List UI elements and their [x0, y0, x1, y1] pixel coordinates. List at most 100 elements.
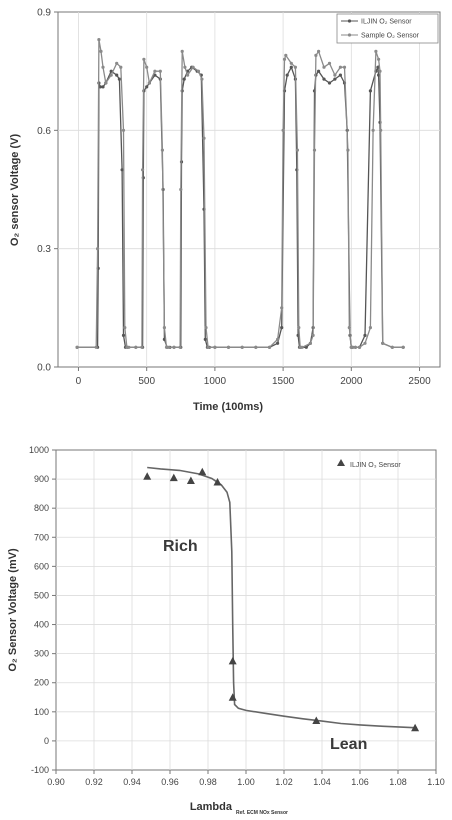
series-point-sample: [327, 61, 332, 65]
plot2-x-axis-label-sub: Ref. ECM NOx Sensor: [236, 810, 288, 816]
series-point-sample: [353, 345, 357, 349]
series-point-sample: [145, 65, 149, 69]
series-point-iljin: [289, 65, 293, 69]
series-point-sample: [213, 345, 217, 349]
series-point-sample: [97, 38, 101, 42]
series-point-iljin: [276, 341, 280, 345]
rich-annotation: Rich: [163, 538, 198, 555]
series-point-sample: [109, 73, 113, 77]
data-point-triangle: [228, 656, 237, 665]
series-point-iljin: [101, 85, 105, 89]
series-point-sample: [374, 49, 378, 54]
series-point-sample: [142, 57, 146, 61]
series-point-iljin: [368, 89, 372, 93]
series-point-sample: [101, 65, 105, 69]
series-point-sample: [134, 345, 138, 349]
plot1-grid: [58, 12, 440, 367]
series-point-sample: [96, 247, 100, 251]
series-point-sample: [166, 345, 171, 349]
plot2-x-tick-label: 1.10: [427, 777, 445, 787]
series-point-iljin: [322, 77, 326, 81]
data-point-triangle: [411, 723, 420, 732]
series-point-sample: [289, 61, 293, 65]
plot1-x-axis-label: Time (100ms): [193, 401, 263, 413]
series-point-sample: [202, 136, 206, 140]
plot2-x-tick-label: 0.92: [85, 777, 103, 787]
series-point-sample: [371, 128, 375, 132]
series-point-iljin: [376, 65, 380, 69]
legend-label-iljin: ILJIN O₂ Sensor: [361, 19, 412, 26]
plot1-x-tick-label: 1500: [272, 376, 295, 387]
legend-marker-iljin: [347, 19, 352, 23]
series-point-sample: [267, 345, 272, 349]
series-point-iljin: [333, 77, 337, 81]
plot2-x-tick-label: 1.00: [237, 777, 255, 787]
plot2-y-tick-label: 0: [44, 736, 49, 746]
series-point-sample: [401, 345, 405, 349]
plot2-x-ticks: 0.90 0.92 0.94 0.96 0.98 1.00 1.02 1.04 1.06 1.08…: [47, 770, 445, 787]
plot1-y-tick-label: 0.6: [37, 126, 51, 137]
series-point-sample: [119, 65, 123, 69]
data-point-triangle: [213, 478, 222, 486]
plot2-x-tick-label: 0.90: [47, 777, 65, 787]
lean-annotation: Lean: [330, 736, 367, 753]
series-point-iljin: [120, 168, 124, 172]
series-point-sample: [162, 326, 166, 330]
series-point-sample: [281, 128, 285, 132]
series-point-sample: [297, 326, 301, 330]
series-point-sample: [99, 49, 103, 54]
series-point-sample: [295, 148, 299, 152]
series-point-sample: [314, 53, 318, 58]
series-point-sample: [226, 345, 231, 349]
series-point-sample: [240, 345, 244, 349]
series-point-iljin: [203, 337, 207, 341]
series-point-sample: [377, 57, 381, 61]
data-point-triangle: [312, 716, 321, 724]
plot2-y-tick-label: -100: [31, 765, 49, 775]
fit-curve: [147, 466, 418, 729]
plot2-x-axis-label: Lambda Ref. ECM NOx Sensor: [190, 801, 288, 816]
series-point-sample: [104, 81, 108, 85]
series-point-sample: [172, 345, 176, 349]
series-point-sample: [186, 73, 190, 77]
series-point-sample: [333, 73, 337, 77]
legend-label-sample: Sample O₂ Sensor: [361, 33, 420, 40]
legend-label-iljin-2: ILJIN O₃ Sensor: [350, 462, 401, 469]
plot1-legend-box: [336, 13, 439, 44]
plot2-y-tick-label: 800: [34, 503, 49, 513]
series-point-sample: [75, 345, 79, 349]
plot2-x-tick-label: 1.08: [389, 777, 407, 787]
series-point-sample: [160, 148, 164, 152]
plot2-grid: [56, 450, 436, 770]
plot2-x-tick-label: 0.94: [123, 777, 141, 787]
plot2-y-tick-label: 1000: [29, 445, 49, 455]
series-point-sample: [123, 326, 127, 330]
series-point-sample: [141, 168, 145, 172]
series-point-iljin: [115, 73, 119, 77]
series-point-sample: [282, 57, 287, 61]
series-point-sample: [147, 81, 151, 85]
series-point-sample: [191, 65, 195, 69]
data-point-triangle: [228, 693, 237, 701]
series-point-sample: [351, 345, 355, 349]
plot2-x-tick-label: 1.04: [313, 777, 331, 787]
series-point-sample: [115, 61, 119, 65]
series-point-sample: [204, 326, 208, 330]
series-point-iljin: [145, 85, 149, 89]
series-point-sample: [158, 69, 162, 73]
series-point-sample: [347, 326, 351, 330]
series-point-sample: [276, 337, 280, 341]
series-point-iljin: [338, 73, 342, 77]
voltage-lambda-chart: 0.90 0.92 0.94 0.96 0.98 1.00 1.02 1.04 1.06 1.08…: [7, 445, 445, 816]
plot1-legend: ILJIN O₂ Sensor Sample O₂ Sensor: [336, 13, 439, 44]
plot1-y-ticks: 0.0 0.3 0.6 0.9: [37, 8, 58, 374]
series-point-iljin: [304, 345, 308, 349]
series-point-sample: [317, 49, 321, 54]
plot1-series: [75, 38, 405, 349]
plot1-y-axis-label: O₂ sensor Voltage (V): [9, 134, 21, 247]
series-point-iljin: [280, 326, 284, 330]
series-point-sample: [140, 345, 144, 349]
plot2-y-tick-label: 200: [34, 678, 49, 688]
series-point-iljin: [317, 69, 321, 73]
series-point-iljin: [182, 77, 186, 81]
